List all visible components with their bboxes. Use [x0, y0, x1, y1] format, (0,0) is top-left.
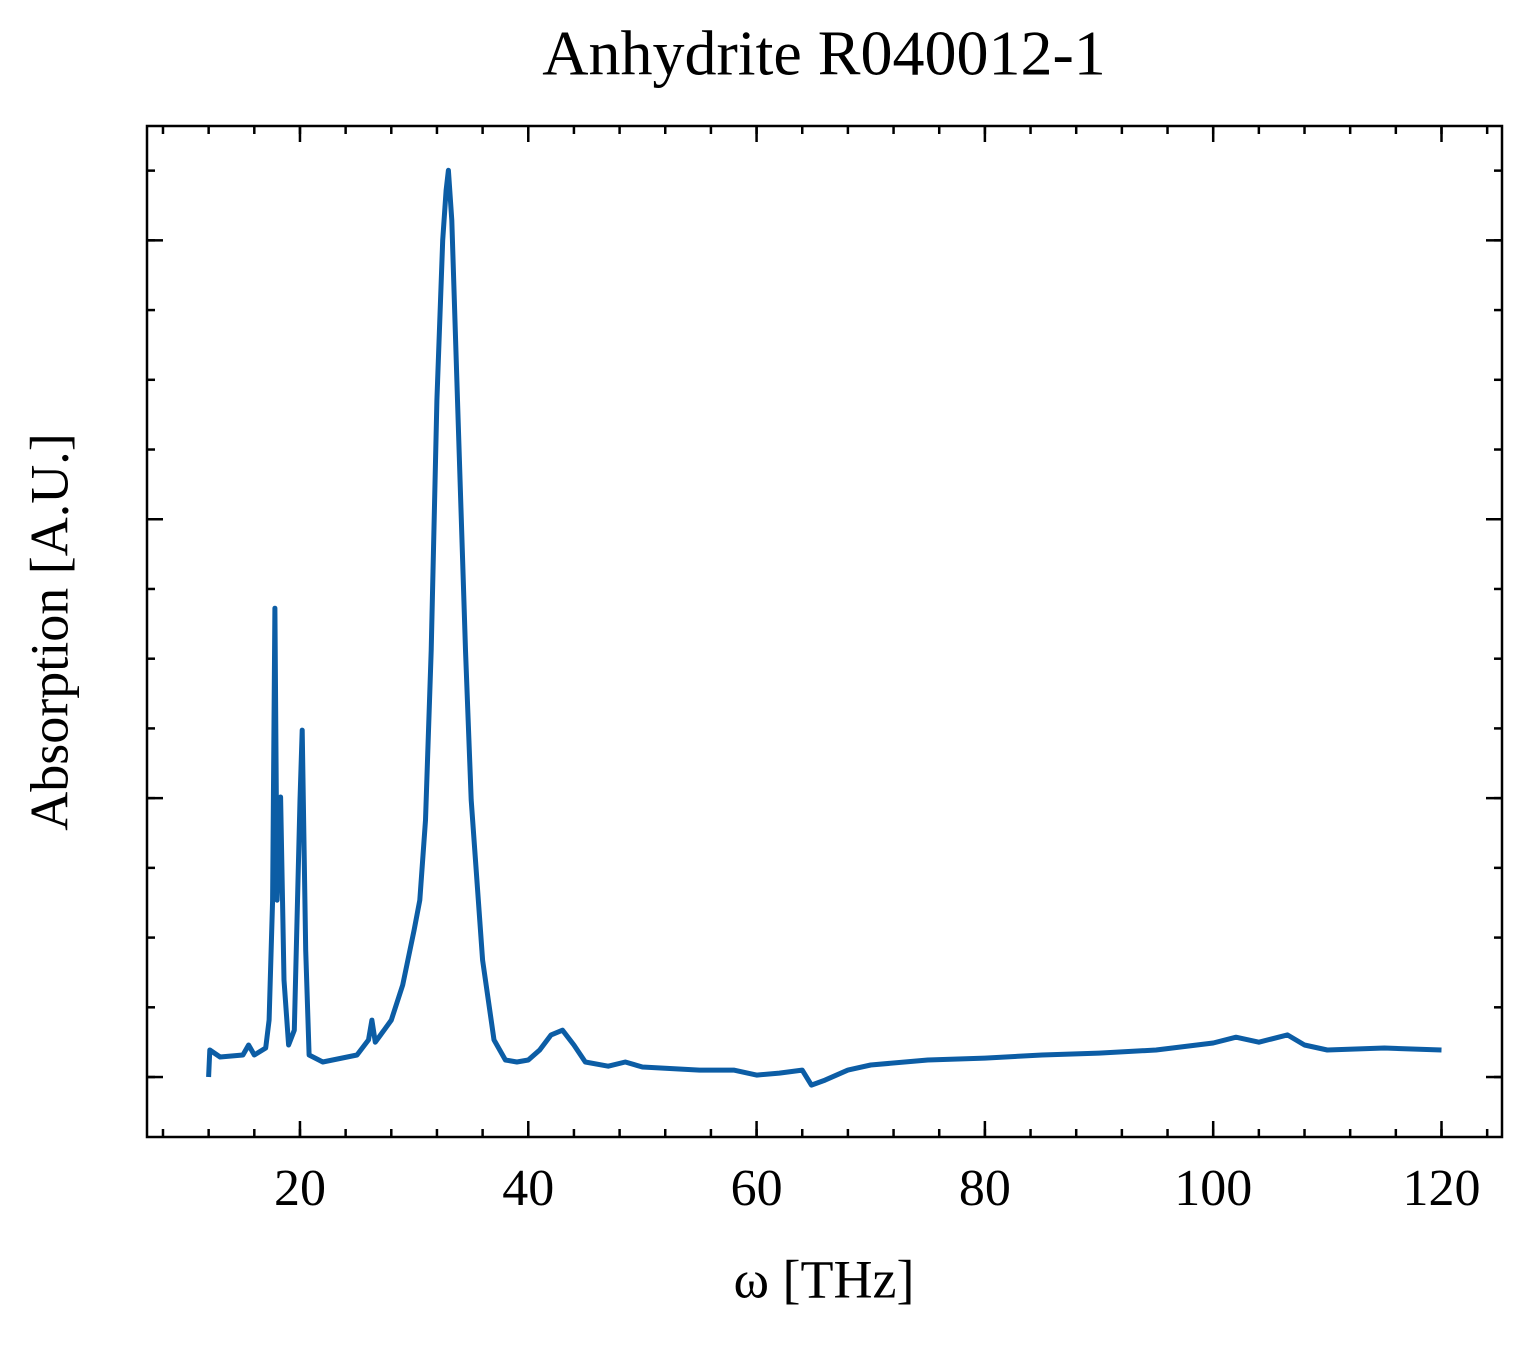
x-axis-label: ω [THz] — [734, 1249, 915, 1309]
chart-title: Anhydrite R040012-1 — [542, 18, 1106, 89]
x-tick-label: 100 — [1174, 1160, 1252, 1217]
x-tick-label: 80 — [959, 1160, 1011, 1217]
x-tick-label: 60 — [731, 1160, 783, 1217]
x-tick-label: 120 — [1402, 1160, 1480, 1217]
x-tick-label: 20 — [274, 1160, 326, 1217]
plot-frame — [145, 124, 1504, 1139]
data-line — [206, 167, 1442, 1088]
x-tick-label: 40 — [502, 1160, 554, 1217]
y-axis-label: Absorption [A.U.] — [19, 433, 79, 830]
